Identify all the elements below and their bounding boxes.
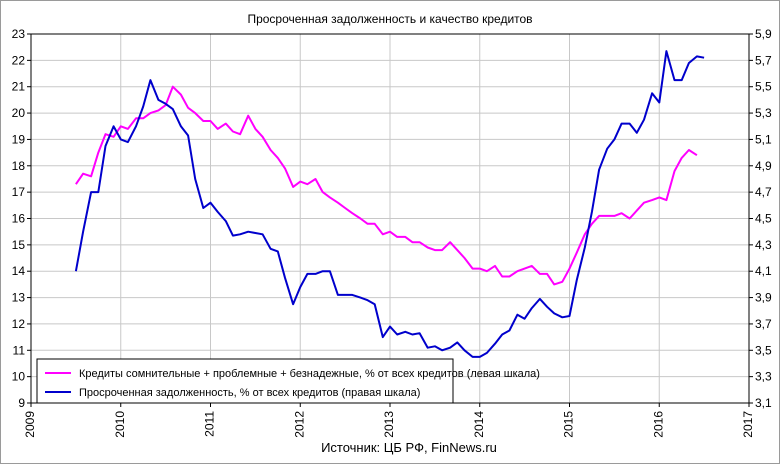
legend-label-overdue-debt: Просроченная задолженность, % от всех кр… xyxy=(79,387,420,399)
y-right-tick-label: 4,7 xyxy=(755,185,772,199)
y-right-tick-label: 5,7 xyxy=(755,53,772,67)
x-tick-label: 2013 xyxy=(382,411,396,438)
y-right-tick-label: 5,3 xyxy=(755,106,772,120)
y-left-tick-label: 22 xyxy=(12,53,26,67)
legend: Кредиты сомнительные + проблемные + безн… xyxy=(36,358,540,404)
y-left-tick-label: 19 xyxy=(12,132,26,146)
y-right-tick-label: 3,9 xyxy=(755,291,772,305)
y-right-tick-label: 3,5 xyxy=(755,343,772,357)
y-right-tick-label: 5,9 xyxy=(755,27,772,41)
chart-title: Просроченная задолженность и качество кр… xyxy=(247,12,532,26)
y-left-tick-label: 13 xyxy=(12,291,26,305)
x-tick-label: 2015 xyxy=(562,411,576,438)
y-left-tick-label: 23 xyxy=(12,27,26,41)
y-right-tick-label: 5,1 xyxy=(755,132,772,146)
y-left-tick-label: 14 xyxy=(12,264,26,278)
y-right-tick-label: 5,5 xyxy=(755,80,772,94)
y-right-tick-label: 4,3 xyxy=(755,238,772,252)
y-left-tick-label: 10 xyxy=(12,370,26,384)
x-tick-label: 2014 xyxy=(472,411,486,438)
source-caption: Источник: ЦБ РФ, FinNews.ru xyxy=(321,440,497,455)
legend-box xyxy=(36,358,454,404)
y-left-tick-label: 20 xyxy=(12,106,26,120)
y-left-tick-label: 9 xyxy=(18,396,25,410)
y-right-tick-label: 4,5 xyxy=(755,212,772,226)
x-tick-label: 2010 xyxy=(113,411,127,438)
y-left-tick-label: 21 xyxy=(12,80,26,94)
y-right-tick-label: 3,3 xyxy=(755,370,772,384)
series-lines xyxy=(74,50,705,358)
x-tick-label: 2009 xyxy=(23,411,37,438)
grid xyxy=(31,34,749,403)
series-line-overdue-debt xyxy=(74,50,705,358)
x-tick-label: 2017 xyxy=(741,411,755,438)
y-left-tick-label: 12 xyxy=(12,317,26,331)
y-right-tick-label: 4,1 xyxy=(755,264,772,278)
y-left-tick-label: 17 xyxy=(12,185,26,199)
x-tick-label: 2012 xyxy=(292,411,306,438)
series-line-problem-loans xyxy=(75,85,698,286)
y-left-tick-label: 16 xyxy=(12,212,26,226)
y-right-tick-label: 3,7 xyxy=(755,317,772,331)
y-left-tick-label: 18 xyxy=(12,159,26,173)
legend-label-problem-loans: Кредиты сомнительные + проблемные + безн… xyxy=(79,368,540,380)
y-right-tick-label: 4,9 xyxy=(755,159,772,173)
y-right-tick-label: 3,1 xyxy=(755,396,772,410)
y-left-tick-label: 11 xyxy=(13,343,26,357)
axes: 9 3,1 10 3,3 11 3,5 12 3,7 13 3,9 14 4,1 15 4,3 16 4,5 1… xyxy=(12,27,772,438)
x-tick-label: 2011 xyxy=(203,411,217,437)
y-left-tick-label: 15 xyxy=(12,238,26,252)
x-tick-label: 2016 xyxy=(651,411,665,438)
